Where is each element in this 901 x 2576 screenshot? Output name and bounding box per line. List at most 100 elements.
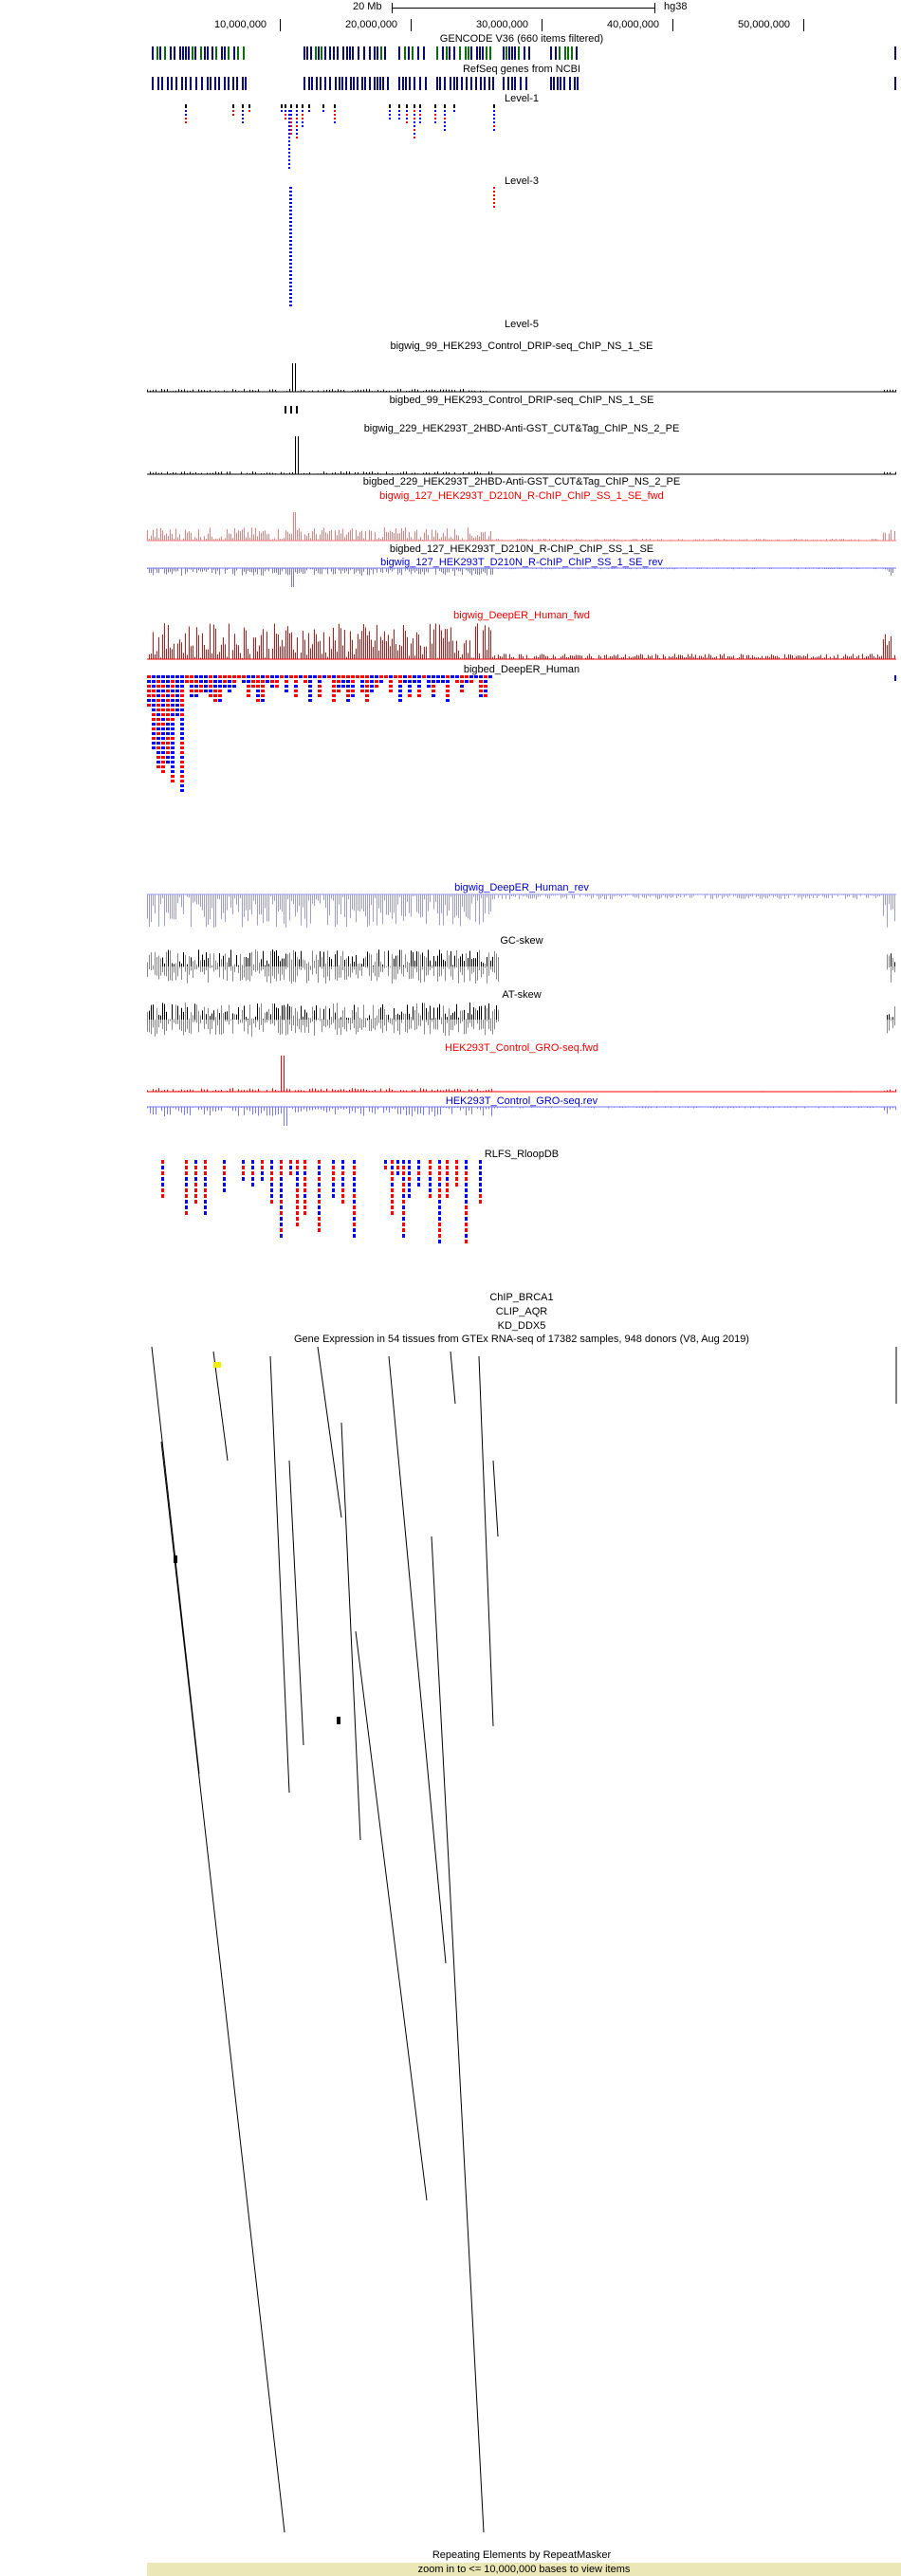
track-label-level5[interactable]: Level-5 (504, 319, 540, 330)
signal-bar (504, 653, 505, 659)
rlfs-track-graphic[interactable] (0, 1160, 901, 1293)
signal-bar (295, 1107, 296, 1113)
at-skew-signal[interactable] (0, 1001, 901, 1040)
signal-bar (360, 390, 361, 392)
track-label-clip-aqr[interactable]: CLIP_AQR (495, 1306, 548, 1317)
track-label-deeper-rev[interactable]: bigwig_DeepER_Human_rev (454, 882, 589, 893)
gene-glyph (446, 46, 448, 60)
gencode-track-graphic[interactable] (0, 45, 901, 62)
track-label-deeper-bed[interactable]: bigbed_DeepER_Human (463, 664, 580, 675)
signal-bar (284, 472, 285, 474)
bed-item (408, 694, 412, 697)
signal-bar (458, 535, 459, 541)
skew-bar (363, 958, 364, 966)
refseq-track-graphic[interactable] (0, 75, 901, 92)
skew-bar (158, 955, 159, 966)
gene-glyph (207, 46, 209, 60)
signal-bar (177, 537, 178, 541)
signal-bar (884, 471, 885, 474)
skew-bar (238, 966, 239, 974)
track-label-rlfs[interactable]: RLFS_RloopDB (484, 1149, 560, 1160)
repeatmasker-zoom-bar[interactable]: zoom in to <= 10,000,000 bases to view i… (147, 2563, 901, 2576)
signal-bar (413, 539, 414, 541)
signal-bar (162, 568, 163, 570)
signal-bar (349, 1089, 350, 1092)
track-label-deeper-fwd[interactable]: bigwig_DeepER_Human_fwd (453, 610, 590, 621)
track-label-gencode[interactable]: GENCODE V36 (660 items filtered) (439, 33, 604, 45)
track-label-bigbed-229[interactable]: bigbed_229_HEK293T_2HBD-Anti-GST_CUT&Tag… (362, 476, 681, 488)
signal-bar (598, 654, 599, 659)
level-item (289, 194, 292, 196)
track-label-bigbed-127[interactable]: bigbed_127_HEK293T_D210N_R-ChIP_ChIP_SS_… (389, 543, 654, 555)
deeper-rev-signal[interactable] (0, 893, 901, 934)
skew-bar (261, 959, 262, 966)
deeper-fwd-signal[interactable] (0, 621, 901, 662)
gc-skew-signal[interactable] (0, 948, 901, 987)
rlfs-item (185, 1160, 188, 1164)
signal-bar (547, 894, 548, 899)
signal-bar (348, 651, 349, 659)
bigwig-99-signal[interactable] (0, 352, 901, 394)
skew-bar (386, 1020, 387, 1032)
signal-bar (602, 894, 603, 896)
track-label-bigwig-127-fwd[interactable]: bigwig_127_HEK293T_D210N_R-ChIP_ChIP_SS_… (379, 490, 664, 502)
bigbed-99-peaks[interactable] (0, 406, 901, 421)
signal-bar (255, 1107, 256, 1113)
signal-bar (263, 568, 264, 576)
skew-bar (314, 1010, 315, 1020)
level-item (242, 118, 244, 120)
gtex-expression-graphic[interactable] (0, 1346, 901, 2551)
level-item (434, 110, 436, 112)
track-label-chip-brca1[interactable]: ChIP_BRCA1 (489, 1292, 554, 1303)
gro-rev-signal[interactable] (0, 1106, 901, 1147)
gene-glyph (215, 46, 217, 60)
signal-bar (633, 894, 634, 897)
skew-bar (479, 1005, 480, 1020)
signal-bar (678, 654, 679, 659)
track-label-gro-rev[interactable]: HEK293T_Control_GRO-seq.rev (445, 1095, 598, 1107)
track-label-level3[interactable]: Level-3 (504, 175, 540, 187)
skew-bar (153, 966, 154, 970)
gro-fwd-signal[interactable] (0, 1054, 901, 1094)
track-label-kd-ddx5[interactable]: KD_DDX5 (497, 1320, 546, 1332)
level-item (493, 206, 495, 208)
signal-bar (443, 1090, 444, 1092)
gene-glyph (524, 46, 525, 60)
track-label-level1[interactable]: Level-1 (504, 93, 540, 104)
track-label-bigwig-127-rev[interactable]: bigwig_127_HEK293T_D210N_R-ChIP_ChIP_SS_… (380, 557, 663, 568)
skew-bar (420, 966, 421, 984)
track-label-bigbed-99[interactable]: bigbed_99_HEK293_Control_DRIP-seq_ChIP_N… (389, 395, 654, 406)
signal-bar (817, 539, 818, 541)
signal-bar (221, 644, 222, 659)
gene-glyph (363, 46, 365, 60)
signal-bar (289, 1107, 290, 1109)
signal-bar (371, 568, 372, 570)
level3-track-graphic[interactable] (0, 187, 901, 320)
deeper-bed-items[interactable] (0, 675, 901, 882)
bigwig-127-rev-signal[interactable] (0, 567, 901, 608)
rlfs-item (438, 1217, 441, 1221)
track-label-repeatmasker[interactable]: Repeating Elements by RepeatMasker (432, 2549, 612, 2561)
track-label-gc-skew[interactable]: GC-skew (500, 935, 543, 947)
level1-track-graphic[interactable] (0, 104, 901, 175)
track-label-bigwig-229[interactable]: bigwig_229_HEK293T_2HBD-Anti-GST_CUT&Tag… (363, 423, 680, 434)
skew-bar (346, 958, 347, 966)
skew-bar (329, 966, 330, 982)
track-label-bigwig-99[interactable]: bigwig_99_HEK293_Control_DRIP-seq_ChIP_N… (390, 340, 653, 352)
signal-bar (450, 627, 451, 659)
bigwig-127-fwd-signal[interactable] (0, 503, 901, 543)
track-label-gro-fwd[interactable]: HEK293T_Control_GRO-seq.fwd (444, 1042, 598, 1054)
signal-bar (238, 645, 239, 659)
track-label-refseq[interactable]: RefSeq genes from NCBI (462, 64, 581, 75)
bigwig-229-signal[interactable] (0, 434, 901, 476)
track-label-at-skew[interactable]: AT-skew (502, 989, 542, 1001)
bed-item (398, 685, 402, 688)
skew-bar (221, 1020, 222, 1035)
rlfs-item (402, 1205, 405, 1209)
bed-item (161, 761, 165, 764)
skew-bar (483, 966, 484, 974)
track-label-gtex[interactable]: Gene Expression in 54 tissues from GTEx … (294, 1334, 749, 1345)
signal-bar (598, 894, 599, 900)
gene-glyph (164, 46, 166, 60)
signal-bar (215, 628, 216, 659)
